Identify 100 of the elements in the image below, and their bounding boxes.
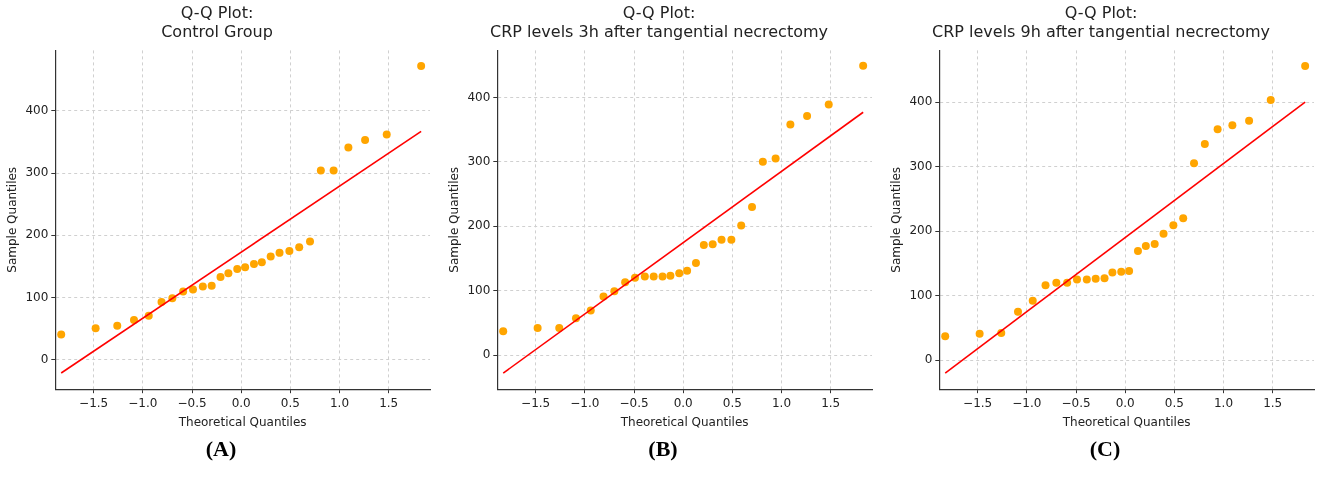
point: [361, 136, 370, 145]
point: [699, 240, 708, 249]
point: [188, 285, 197, 294]
y-tick-label: 200: [467, 218, 491, 233]
point: [1052, 278, 1061, 287]
point: [717, 235, 726, 244]
point: [1141, 241, 1150, 250]
point: [649, 272, 658, 281]
point: [1013, 307, 1022, 316]
y-tick-label: 0: [482, 347, 491, 362]
text: (B): [647, 436, 679, 462]
point: [975, 329, 984, 338]
point: [786, 120, 795, 129]
point: [1082, 275, 1091, 284]
y-tick-label: 200: [909, 223, 933, 238]
x-tick-label: −1.0: [570, 395, 600, 410]
x-tick-label: 0.5: [280, 395, 300, 410]
x-tick-label: −0.5: [619, 395, 649, 410]
x-tick-label: 0.0: [231, 395, 251, 410]
x-tick-label: −1.5: [79, 395, 109, 410]
point: [1179, 214, 1188, 223]
text: (C): [1088, 436, 1122, 462]
chart-title: Q-Q Plot: Control Group: [161, 2, 273, 41]
point: [748, 202, 757, 211]
x-tick-label: 0.0: [673, 395, 693, 410]
y-tick-label: 400: [25, 102, 49, 117]
x-tick-label: 1.5: [821, 395, 841, 410]
point: [1108, 268, 1117, 277]
point: [1150, 240, 1159, 248]
x-tick-label: −0.5: [177, 395, 207, 410]
point: [1245, 116, 1254, 125]
y-tick-label: 100: [467, 282, 491, 297]
point: [113, 321, 122, 330]
x-tick-label: 0.5: [722, 395, 742, 410]
point: [771, 154, 780, 163]
point: [691, 258, 700, 267]
point: [224, 269, 233, 278]
point: [266, 252, 275, 261]
point: [1125, 267, 1134, 276]
x-tick-label: −1.5: [521, 395, 551, 410]
point: [1301, 61, 1310, 70]
point: [285, 246, 294, 255]
y-axis-title: Sample Quantiles: [447, 166, 462, 273]
point: [803, 112, 812, 121]
x-tick-label: 0.0: [1115, 395, 1135, 410]
y-tick-label: 100: [909, 287, 933, 302]
point: [198, 282, 207, 291]
point: [1091, 274, 1100, 283]
point: [344, 143, 353, 152]
y-axis-title: Sample Quantiles: [889, 166, 904, 273]
point: [683, 266, 692, 275]
point: [216, 273, 225, 282]
point: [382, 130, 391, 139]
chart-title: Q-Q Plot: CRP levels 9h after tangential necrectomy: [931, 2, 1271, 41]
x-tick-label: 1.0: [329, 395, 350, 410]
point: [417, 61, 426, 70]
point: [1213, 125, 1222, 134]
x-axis-title: Theoretical Quantiles: [619, 414, 749, 429]
point: [1072, 275, 1081, 284]
point: [824, 100, 833, 109]
point: [1133, 247, 1142, 256]
y-tick-label: 300: [909, 158, 933, 173]
y-tick-label: 400: [467, 89, 491, 104]
point: [233, 265, 242, 273]
point: [241, 263, 250, 272]
point: [1228, 121, 1237, 130]
y-tick-label: 100: [25, 289, 49, 304]
point: [675, 269, 684, 278]
y-tick-label: 300: [25, 165, 49, 180]
point: [941, 332, 950, 341]
point: [1041, 281, 1050, 290]
text: (A): [204, 436, 238, 462]
x-axis-title: Theoretical Quantiles: [177, 414, 307, 429]
x-axis-title: Theoretical Quantiles: [1061, 414, 1191, 429]
y-tick-label: 0: [924, 352, 933, 367]
point: [758, 157, 767, 166]
point: [737, 221, 746, 230]
point: [257, 258, 266, 267]
x-tick-label: 1.5: [379, 395, 399, 410]
point: [295, 243, 304, 252]
y-tick-label: 200: [25, 227, 49, 242]
point: [275, 248, 284, 257]
x-tick-label: 0.5: [1164, 395, 1184, 410]
x-tick-label: 1.0: [771, 395, 792, 410]
point: [329, 166, 338, 175]
point: [316, 166, 325, 175]
y-tick-label: 400: [909, 94, 933, 109]
point: [1190, 159, 1199, 168]
point: [1159, 229, 1168, 238]
point: [1100, 274, 1109, 283]
point: [727, 235, 736, 244]
point: [499, 327, 508, 336]
point: [57, 330, 66, 339]
x-tick-label: −1.0: [1012, 395, 1042, 410]
x-tick-label: −1.0: [128, 395, 158, 410]
point: [555, 324, 564, 333]
x-tick-label: 1.0: [1213, 395, 1234, 410]
point: [666, 271, 675, 280]
y-tick-label: 0: [40, 352, 49, 367]
point: [91, 324, 100, 333]
